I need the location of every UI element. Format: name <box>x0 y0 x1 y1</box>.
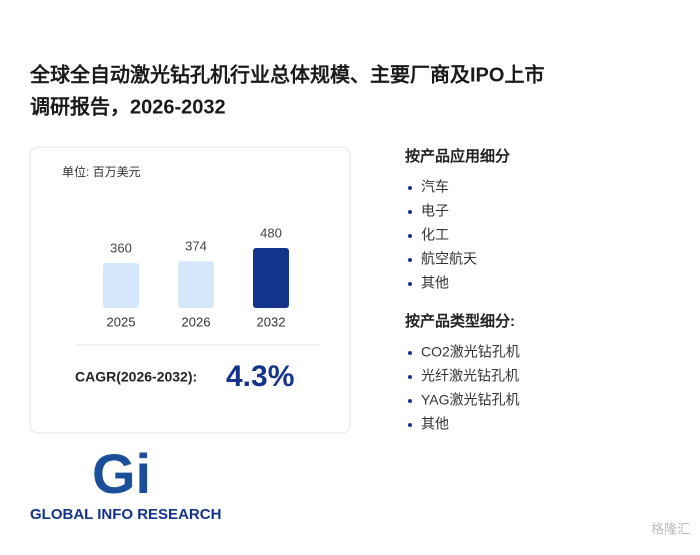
segment-heading: 按产品应用细分 <box>405 147 510 165</box>
segment-item: YAG激光钻孔机 <box>421 392 520 408</box>
bar <box>178 261 214 308</box>
title-line: 调研报告，2026-2032 <box>30 94 226 118</box>
segment-item: 电子 <box>421 203 449 219</box>
cagr-label: CAGR(2026-2032): <box>75 369 197 385</box>
logo-mark: Gi <box>92 442 151 505</box>
value-label: 480 <box>260 225 282 240</box>
bullet <box>408 282 412 286</box>
bullet <box>408 399 412 403</box>
cagr-value: 4.3% <box>226 360 294 393</box>
value-label: 360 <box>110 240 132 255</box>
segment-item: 化工 <box>421 227 449 243</box>
bullet <box>408 351 412 355</box>
bullet <box>408 258 412 262</box>
segment-heading: 按产品类型细分: <box>405 312 515 330</box>
segment-item: CO2激光钻孔机 <box>421 344 520 360</box>
logo-text: GLOBAL INFO RESEARCH <box>30 506 221 523</box>
segment-item: 其他 <box>421 275 449 291</box>
x-tick-label: 2025 <box>107 314 136 329</box>
segment-item: 汽车 <box>421 179 449 195</box>
bullet <box>408 375 412 379</box>
value-label: 374 <box>185 239 207 254</box>
bullet <box>408 186 412 190</box>
bullet <box>408 234 412 238</box>
x-tick-label: 2032 <box>257 314 286 329</box>
bullet <box>408 423 412 427</box>
watermark: 格隆汇 <box>651 521 690 536</box>
title-line: 全球全自动激光钻孔机行业总体规模、主要厂商及IPO上市 <box>29 62 544 86</box>
bar <box>253 248 289 308</box>
bullet <box>408 210 412 214</box>
segment-item: 其他 <box>421 416 449 432</box>
x-tick-label: 2026 <box>182 314 211 329</box>
bar <box>103 263 139 308</box>
segment-item: 航空航天 <box>421 251 477 267</box>
segment-item: 光纤激光钻孔机 <box>421 368 519 384</box>
logo: Gi GLOBAL INFO RESEARCH <box>30 442 221 523</box>
unit-label: 单位: 百万美元 <box>62 164 141 179</box>
